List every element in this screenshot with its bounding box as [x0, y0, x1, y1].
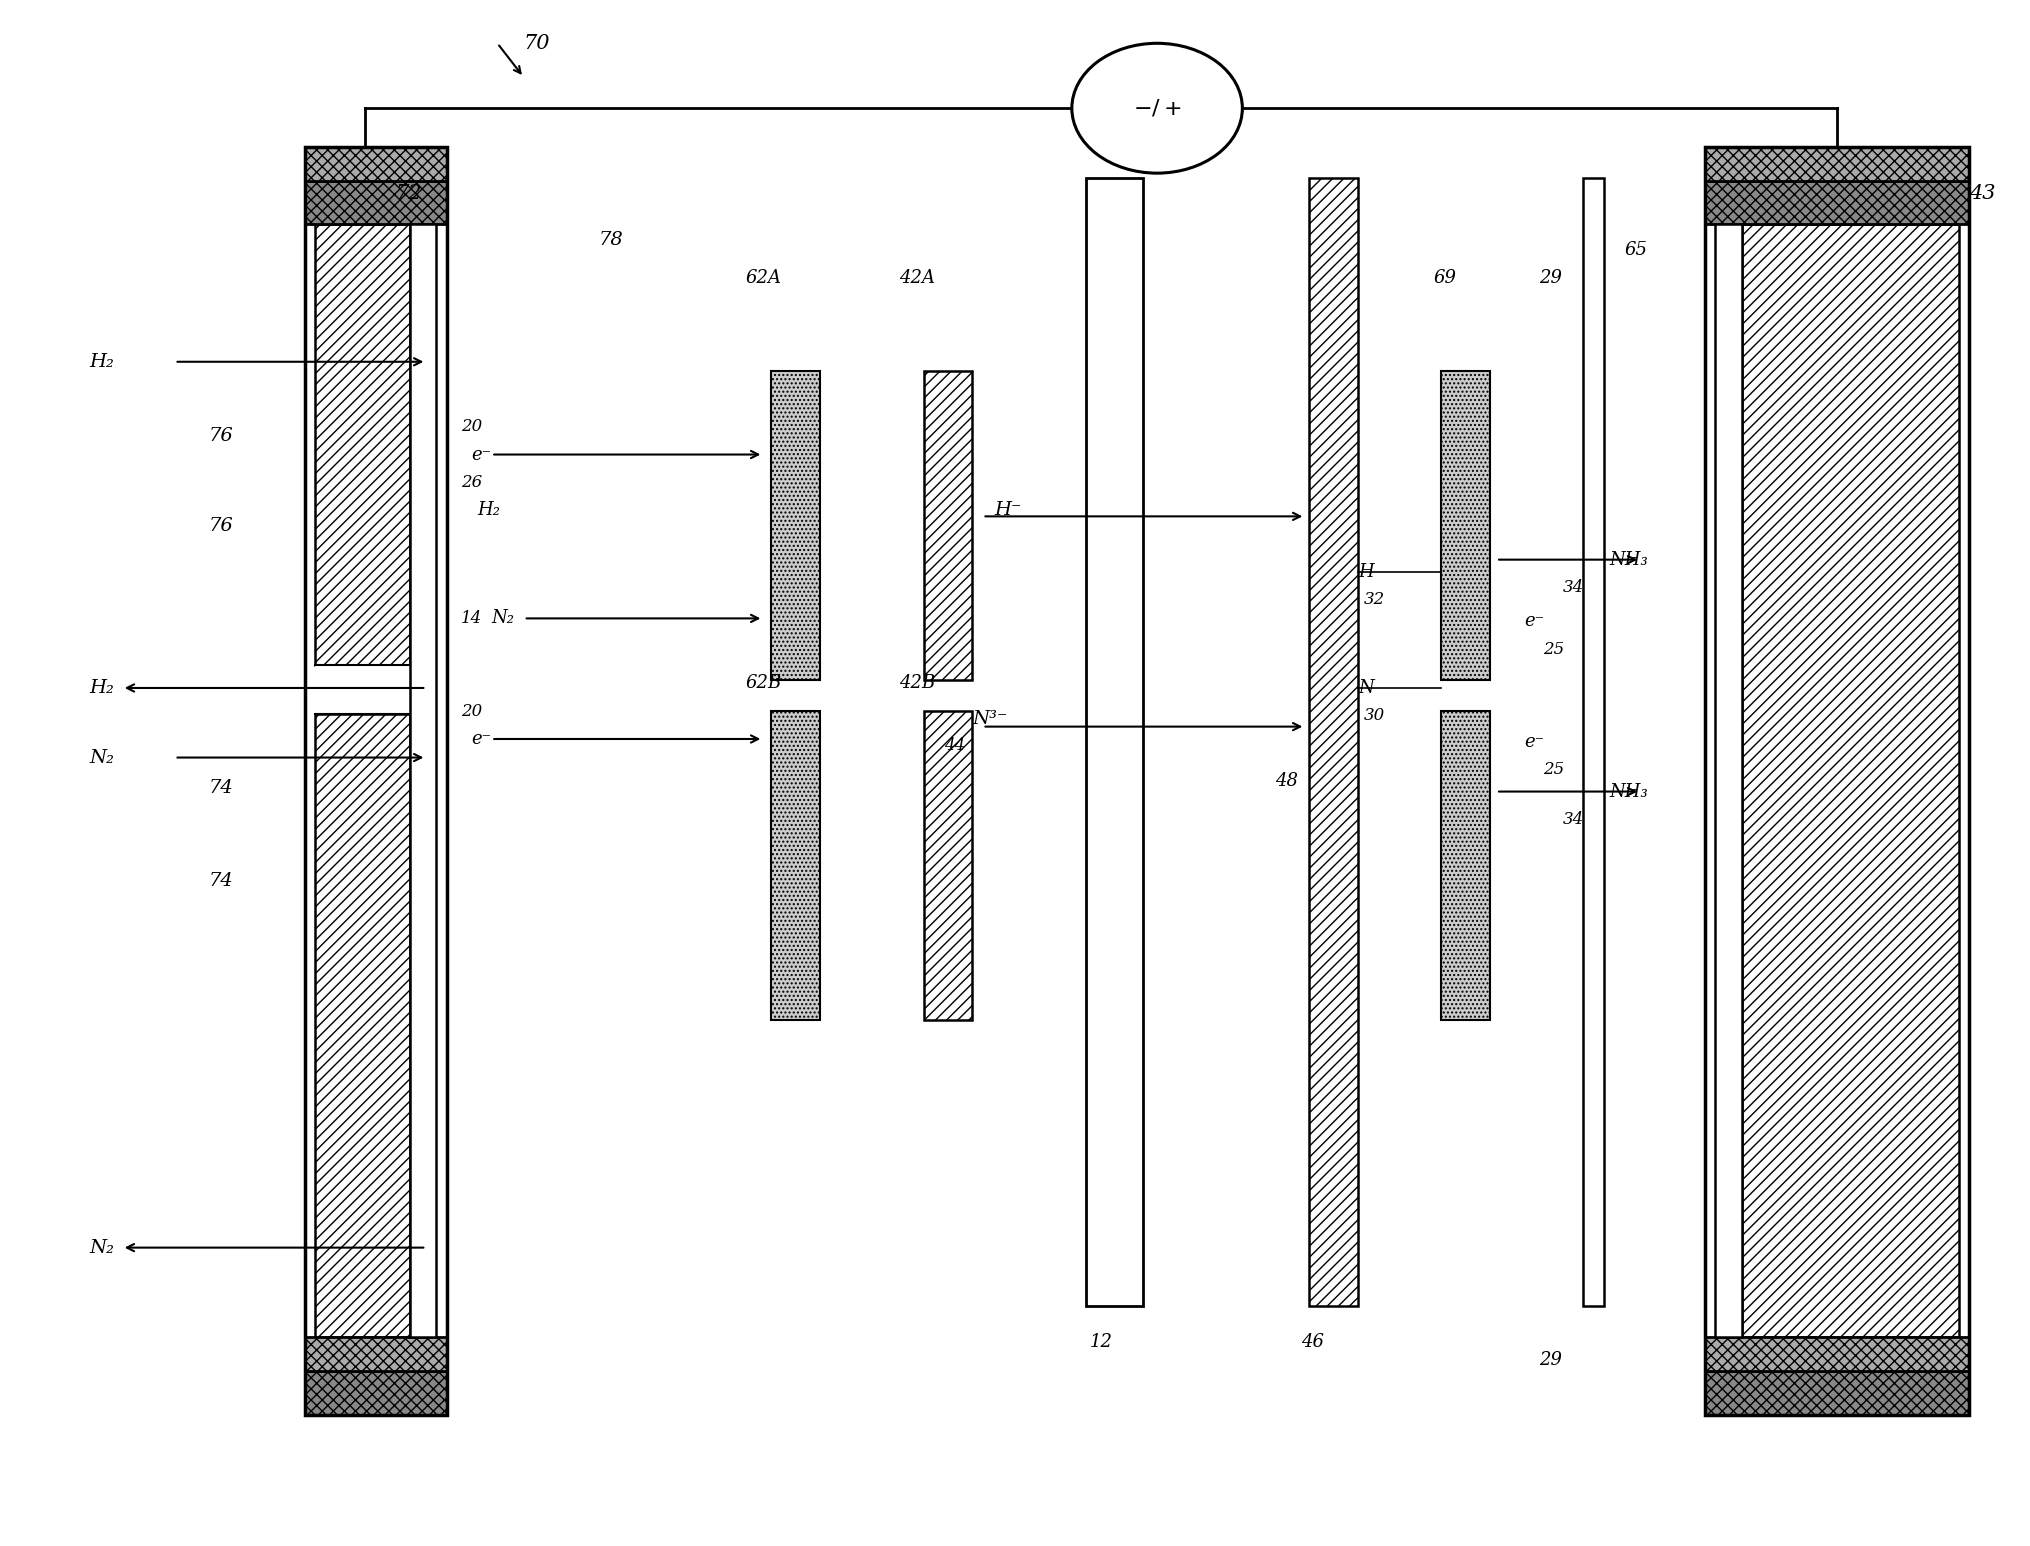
Text: 43: 43	[1969, 184, 1995, 203]
Text: 29: 29	[1539, 1351, 1561, 1370]
Text: 25: 25	[1543, 642, 1563, 657]
Text: H: H	[1358, 563, 1374, 581]
Text: NH₃: NH₃	[1610, 782, 1648, 801]
Bar	[1309, 178, 1358, 1306]
Bar	[315, 665, 410, 714]
Text: 74: 74	[209, 779, 233, 798]
Text: 76: 76	[209, 516, 233, 535]
Bar	[1705, 1337, 1969, 1371]
Text: 32: 32	[1364, 592, 1384, 608]
Text: 25: 25	[1543, 762, 1563, 778]
Text: 70: 70	[524, 34, 550, 53]
Text: H₂: H₂	[89, 679, 114, 697]
Text: 48: 48	[1275, 771, 1297, 790]
Text: 14: 14	[461, 611, 481, 626]
Text: 72: 72	[396, 184, 422, 203]
Text: e⁻: e⁻	[1525, 733, 1545, 751]
Text: N: N	[1358, 679, 1374, 697]
Text: 20: 20	[461, 419, 481, 434]
Bar	[1086, 178, 1143, 1306]
Bar	[1742, 224, 1959, 1337]
Bar	[1441, 371, 1490, 680]
Text: N₂: N₂	[89, 1238, 114, 1257]
Bar	[410, 224, 436, 1337]
Bar	[304, 147, 447, 181]
Text: 46: 46	[1301, 1333, 1324, 1351]
Circle shape	[1072, 43, 1242, 173]
Text: 65: 65	[1624, 241, 1646, 260]
Text: e⁻: e⁻	[471, 730, 491, 748]
Text: 69: 69	[1433, 269, 1456, 288]
Bar	[924, 371, 972, 680]
Bar	[315, 224, 410, 665]
Text: 29: 29	[1539, 269, 1561, 288]
Text: 44: 44	[944, 737, 964, 753]
Bar	[1715, 224, 1742, 1337]
Bar	[1705, 147, 1969, 1415]
Bar	[1705, 1371, 1969, 1415]
Bar	[304, 1337, 447, 1371]
Text: H⁻: H⁻	[995, 501, 1021, 519]
Bar	[1441, 711, 1490, 1020]
Text: 42A: 42A	[899, 269, 936, 288]
Bar	[1705, 147, 1969, 181]
Bar	[1583, 178, 1604, 1306]
Bar	[315, 714, 410, 1337]
Text: 30: 30	[1364, 708, 1384, 724]
Text: $-/+$: $-/+$	[1133, 97, 1181, 119]
Text: 34: 34	[1563, 812, 1583, 827]
Text: 42B: 42B	[899, 674, 936, 693]
Text: 76: 76	[209, 427, 233, 445]
Text: NH₃: NH₃	[1610, 550, 1648, 569]
Text: e⁻: e⁻	[471, 445, 491, 464]
Text: 78: 78	[599, 230, 623, 249]
Bar	[771, 371, 820, 680]
Bar	[304, 1371, 447, 1415]
Text: 74: 74	[209, 872, 233, 890]
Bar	[304, 181, 447, 224]
Text: N³⁻: N³⁻	[972, 710, 1007, 728]
Text: H₂: H₂	[89, 352, 114, 371]
Text: H₂: H₂	[477, 501, 499, 519]
Bar	[1705, 181, 1969, 224]
Bar	[771, 711, 820, 1020]
Text: 62B: 62B	[745, 674, 782, 693]
Bar	[924, 711, 972, 1020]
Text: 20: 20	[461, 703, 481, 719]
Text: 26: 26	[461, 475, 481, 490]
Text: 34: 34	[1563, 580, 1583, 595]
Text: N₂: N₂	[491, 609, 514, 628]
Bar	[304, 147, 447, 1415]
Text: 62A: 62A	[745, 269, 782, 288]
Text: N₂: N₂	[89, 748, 114, 767]
Text: 12: 12	[1090, 1333, 1112, 1351]
Text: e⁻: e⁻	[1525, 612, 1545, 631]
